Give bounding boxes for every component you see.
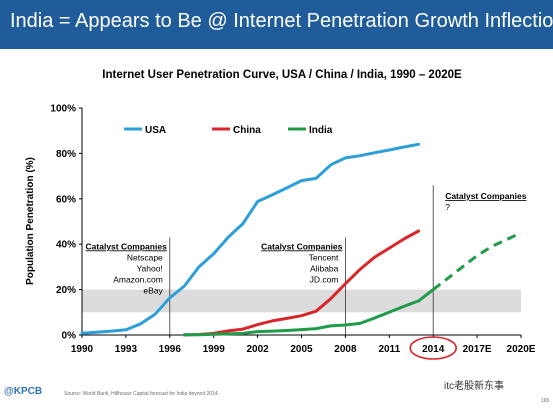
highlight-circle	[409, 336, 458, 360]
y-axis-label: Population Penetration (%)	[25, 157, 36, 285]
source-note: Source: World Bank, Hillhouse Capital fo…	[64, 391, 219, 397]
legend-label-usa: USA	[145, 125, 166, 136]
penetration-chart: Internet User Penetration Curve, USA / C…	[25, 69, 536, 360]
catalyst-company: Netscape	[127, 252, 163, 262]
catalyst-heading: Catalyst Companies	[86, 241, 168, 251]
legend-label-india: India	[309, 125, 333, 136]
x-tick-label: 1993	[115, 344, 138, 355]
y-tick-label: 20%	[56, 285, 76, 296]
x-tick-label: 1990	[71, 344, 94, 355]
x-tick-label: 2008	[334, 344, 357, 355]
series-line-china	[182, 229, 421, 337]
x-tick-label: 1999	[203, 344, 226, 355]
chart-title: Internet User Penetration Curve, USA / C…	[102, 69, 462, 81]
slide-title: India = Appears to Be @ Internet Penetra…	[0, 0, 553, 49]
catalyst-company: eBay	[143, 285, 163, 295]
x-tick-label: 2005	[290, 344, 313, 355]
y-tick-label: 100%	[50, 104, 76, 115]
catalyst-company: ?	[445, 202, 450, 212]
y-tick-label: 0%	[62, 331, 77, 342]
catalyst-company: Amazon.com	[113, 274, 163, 284]
y-tick-label: 80%	[56, 149, 76, 160]
series-line-india-forecast	[432, 231, 522, 291]
catalyst-heading: Catalyst Companies	[445, 191, 527, 201]
y-tick-label: 40%	[56, 240, 76, 251]
x-tick-label: 2002	[246, 344, 269, 355]
x-tick-label: 2020E	[507, 344, 536, 355]
catalyst-heading: Catalyst Companies	[261, 241, 343, 251]
watermark: itc老股新东事	[444, 381, 504, 392]
catalyst-company: Yahoo!	[136, 263, 162, 273]
x-tick-label: 1996	[159, 344, 182, 355]
legend-label-china: China	[233, 125, 261, 136]
x-tick-label: 2017E	[463, 344, 492, 355]
catalyst-company: JD.com	[310, 274, 339, 284]
page-number: 165	[541, 398, 550, 404]
kpcb-logo: @KPCB	[4, 386, 43, 397]
catalyst-company: Alibaba	[310, 263, 339, 273]
series-line-usa	[80, 142, 421, 335]
y-tick-label: 60%	[56, 194, 76, 205]
x-tick-label: 2014	[422, 344, 445, 355]
highlight-band	[82, 289, 521, 313]
series-line-india	[182, 288, 435, 337]
catalyst-company: Tencent	[309, 252, 339, 262]
x-tick-label: 2011	[378, 344, 400, 355]
